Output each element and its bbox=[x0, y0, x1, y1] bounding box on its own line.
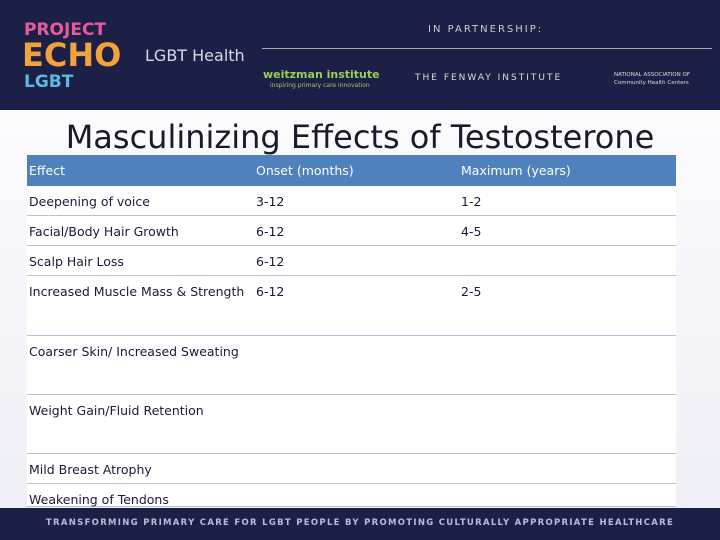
partner-name: Community Health Centers bbox=[614, 80, 689, 86]
table-cell: 3-12 bbox=[256, 194, 285, 209]
table-row: Weakening of Tendons bbox=[27, 484, 676, 507]
table-cell: Mild Breast Atrophy bbox=[29, 462, 152, 477]
table-cell: Scalp Hair Loss bbox=[29, 254, 124, 269]
partnership-label: IN PARTNERSHIP: bbox=[428, 24, 544, 35]
table-cell: 4-5 bbox=[461, 224, 482, 239]
column-header: Onset (months) bbox=[256, 163, 354, 178]
column-header: Maximum (years) bbox=[461, 163, 571, 178]
divider bbox=[262, 48, 712, 49]
header-row: Effect Onset (months) Maximum (years) bbox=[27, 155, 676, 186]
table-cell: 6-12 bbox=[256, 254, 285, 269]
footer-text: TRANSFORMING PRIMARY CARE FOR LGBT PEOPL… bbox=[45, 518, 675, 528]
slide-title: Masculinizing Effects of Testosterone bbox=[65, 118, 655, 156]
table: Effect Onset (months) Maximum (years) Deepe… bbox=[27, 155, 676, 507]
table-cell: Deepening of voice bbox=[29, 194, 150, 209]
table-row: Facial/Body Hair Growth 6-12 4-5 bbox=[27, 216, 676, 246]
footer-band: TRANSFORMING PRIMARY CARE FOR LGBT PEOPL… bbox=[0, 508, 720, 540]
table-cell: Weakening of Tendons bbox=[29, 492, 169, 507]
table-cell: 6-12 bbox=[256, 224, 285, 239]
partner-name: weitzman institute bbox=[263, 68, 380, 81]
table-cell: 6-12 bbox=[256, 284, 285, 299]
table-cell: Coarser Skin/ Increased Sweating bbox=[29, 344, 239, 359]
partner-name: NATIONAL ASSOCIATION OF bbox=[614, 72, 690, 78]
table-row: Increased Muscle Mass & Strength 6-12 2-5 bbox=[27, 276, 676, 336]
table-cell: 2-5 bbox=[461, 284, 482, 299]
logo-text: ECHO bbox=[22, 36, 122, 74]
table-cell: Facial/Body Hair Growth bbox=[29, 224, 179, 239]
partner-tagline: inspiring primary care innovation bbox=[270, 82, 370, 89]
table-row: Deepening of voice 3-12 1-2 bbox=[27, 186, 676, 216]
table-cell: Increased Muscle Mass & Strength bbox=[29, 284, 245, 299]
logo-text: PROJECT bbox=[24, 20, 107, 40]
column-header: Effect bbox=[29, 163, 65, 178]
table-cell: Weight Gain/Fluid Retention bbox=[29, 403, 204, 418]
table-row: Mild Breast Atrophy bbox=[27, 454, 676, 484]
logo-text: LGBT Health bbox=[145, 46, 245, 65]
logo-text: LGBT bbox=[24, 72, 74, 92]
table-row: Coarser Skin/ Increased Sweating bbox=[27, 336, 676, 395]
partner-name: THE FENWAY INSTITUTE bbox=[415, 73, 563, 83]
table-row: Scalp Hair Loss 6-12 bbox=[27, 246, 676, 276]
table-cell: 1-2 bbox=[461, 194, 482, 209]
table-row: Weight Gain/Fluid Retention bbox=[27, 395, 676, 454]
header-band: PROJECT ECHO LGBT LGBT Health IN PARTNER… bbox=[0, 0, 720, 110]
